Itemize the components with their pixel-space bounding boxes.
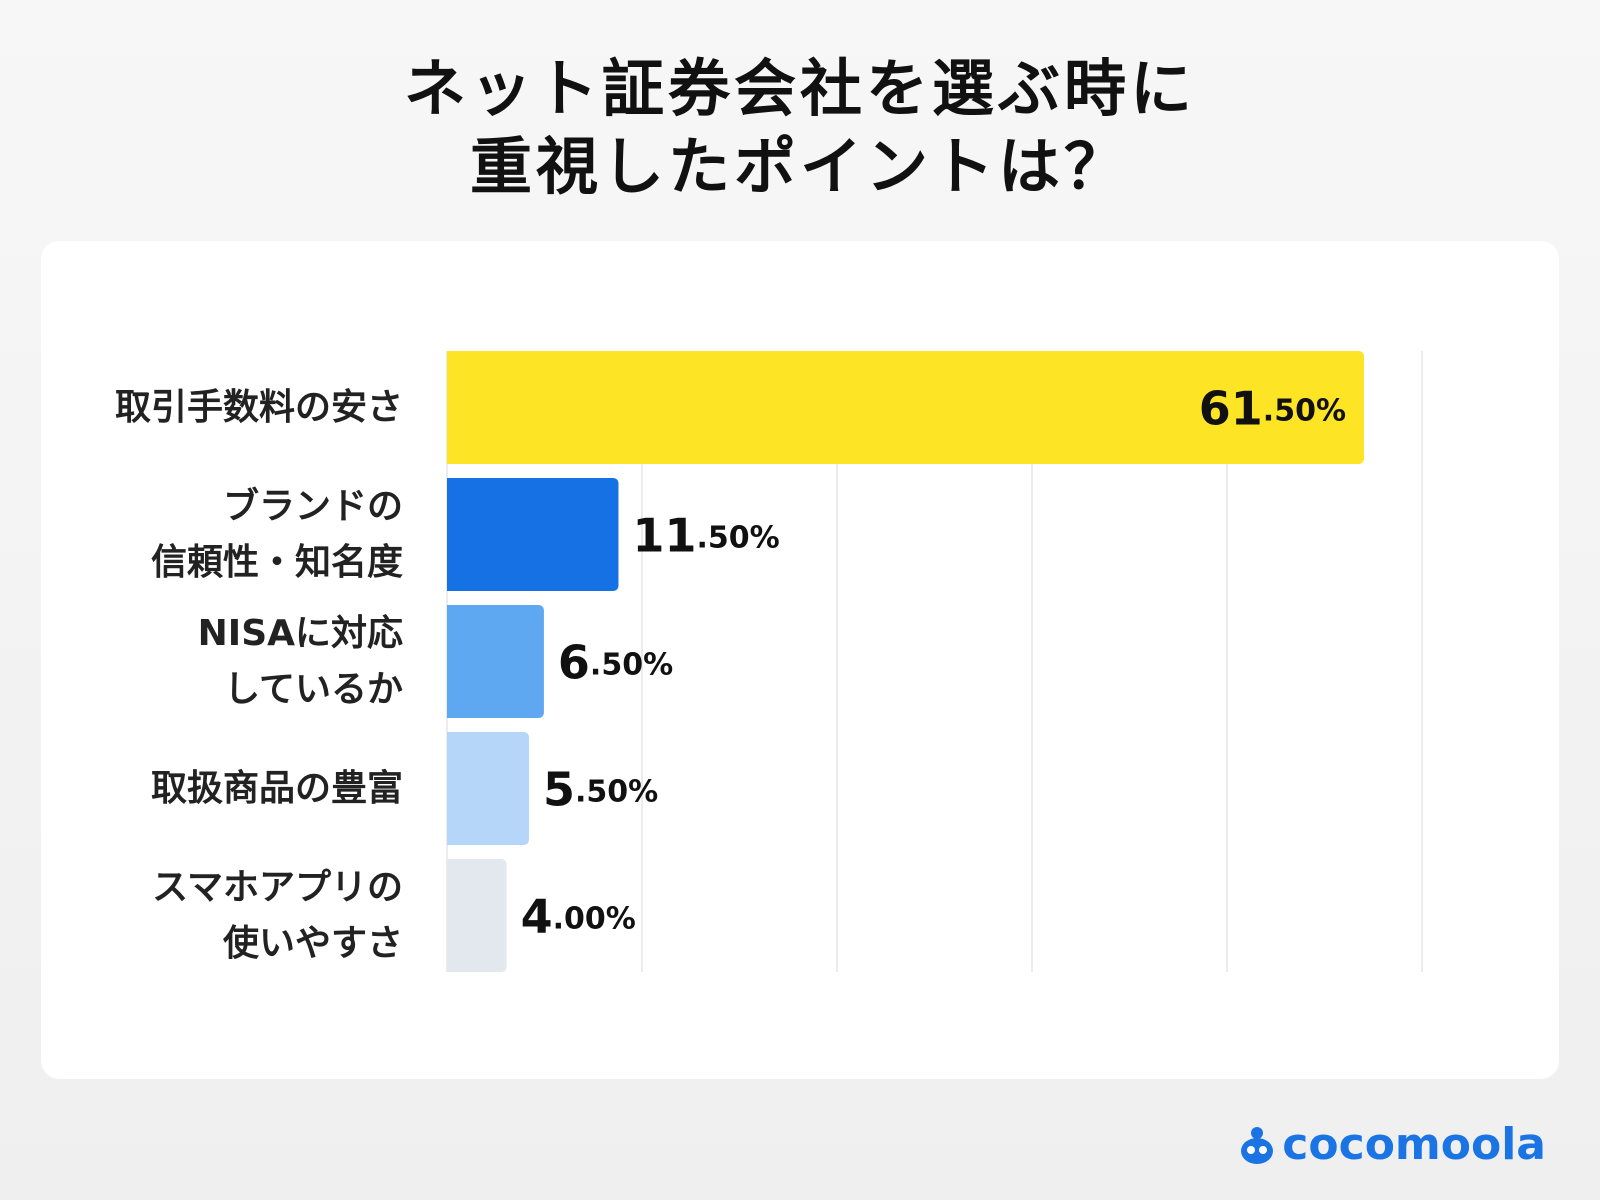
logo: cocomoola <box>1240 1119 1546 1170</box>
bar <box>447 859 507 972</box>
value-label: 61.50% <box>1199 381 1346 435</box>
value-label: 6.50% <box>558 635 673 689</box>
logo-icon <box>1241 1126 1274 1164</box>
bar <box>447 351 1364 464</box>
category-label: ブランドの 信頼性・知名度 <box>150 485 403 583</box>
chart-title: ネット証券会社を選ぶ時に 重視したポイントは？ <box>403 52 1196 203</box>
category-label: NISAに対応 しているか <box>197 612 403 710</box>
category-label: 取扱商品の豊富 <box>150 767 403 809</box>
bar <box>447 605 544 718</box>
value-label: 11.50% <box>632 508 779 562</box>
logo-text: cocomoola <box>1282 1119 1546 1170</box>
value-label: 4.00% <box>521 889 636 943</box>
bar <box>447 732 530 845</box>
value-label: 5.50% <box>543 762 658 816</box>
category-label: 取引手数料の安さ <box>114 386 403 428</box>
category-label: スマホアプリの 使いやすさ <box>152 866 403 964</box>
bar <box>447 478 619 591</box>
